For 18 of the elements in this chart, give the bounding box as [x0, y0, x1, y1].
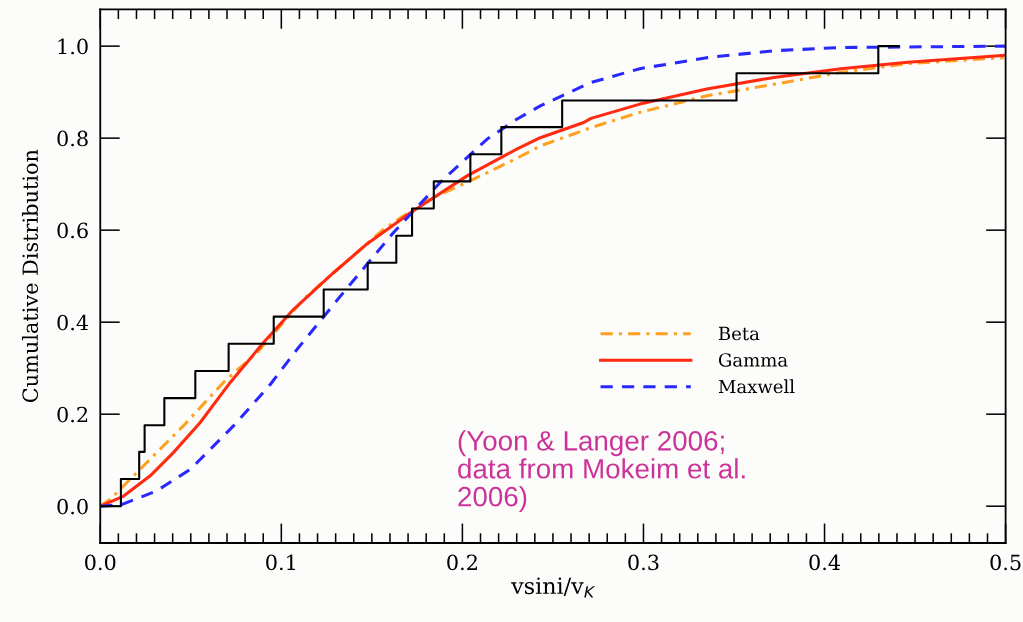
- x-tick-label: 0.3: [628, 554, 659, 571]
- y-tick-label: 0.6: [57, 222, 88, 239]
- legend-label: Gamma: [718, 353, 788, 367]
- x-tick-label: 0.4: [809, 554, 841, 571]
- annotation: (Yoon & Langer 2006; data from Mokeim et al. 2006): [458, 430, 745, 512]
- x-tick-label: 0.5: [990, 554, 1021, 571]
- y-axis-title: Cumulative Distribution: [21, 149, 39, 403]
- y-tick-label: 1.0: [58, 38, 88, 55]
- y-tick-label: 0.0: [57, 498, 88, 515]
- x-axis-title: vsini/v$_{K}$: [511, 577, 596, 598]
- y-tick-label: 0.2: [57, 406, 88, 423]
- x-tick-label: 0.0: [85, 554, 116, 571]
- legend-label: Maxwell: [718, 379, 795, 394]
- x-tick-label: 0.2: [447, 554, 477, 571]
- y-tick-label: 0.8: [57, 130, 88, 147]
- x-tick-label: 0.1: [266, 554, 295, 571]
- legend-label: Beta: [718, 326, 760, 341]
- y-tick-label: 0.4: [57, 314, 89, 331]
